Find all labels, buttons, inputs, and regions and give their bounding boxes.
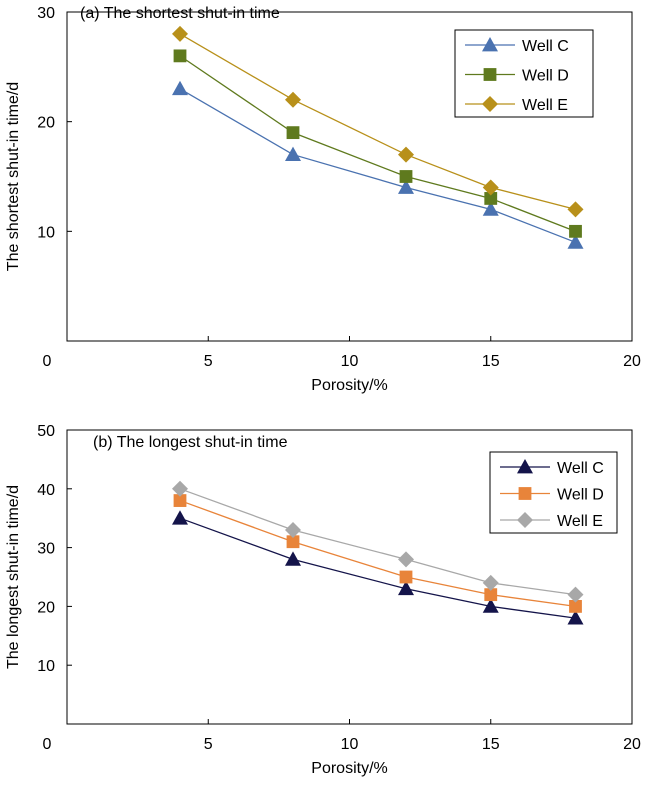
data-point — [398, 179, 414, 194]
legend-label: Well D — [522, 68, 569, 85]
data-point — [567, 610, 584, 625]
data-point — [398, 580, 414, 596]
y-tick-label: 40 — [37, 482, 55, 499]
x-axis-label: Porosity/% — [311, 760, 387, 777]
x-tick-label: 20 — [623, 736, 641, 753]
x-tick-label: 5 — [204, 736, 213, 753]
data-point — [172, 80, 188, 96]
chart-title: (b) The longest shut-in time — [93, 434, 288, 451]
data-point — [286, 126, 300, 140]
legend-marker — [517, 512, 533, 528]
data-point — [484, 192, 498, 205]
series-well-d — [173, 49, 582, 238]
data-point — [398, 551, 414, 568]
series-well-d — [173, 494, 582, 613]
data-point — [567, 234, 584, 249]
y-tick-label: 10 — [37, 658, 55, 675]
y-tick-label: 30 — [37, 541, 55, 558]
series-well-c — [172, 510, 584, 625]
y-tick-label: 20 — [37, 115, 55, 132]
data-point — [172, 25, 188, 42]
legend-marker — [482, 37, 498, 52]
data-point — [172, 510, 188, 525]
y-axis-label: The longest shut-in time/d — [5, 485, 22, 669]
data-point — [399, 170, 413, 183]
data-point — [173, 494, 187, 507]
x-tick-label: 20 — [623, 353, 641, 370]
data-point — [567, 586, 584, 603]
x-tick-label: 5 — [204, 353, 213, 370]
x-tick-label: 0 — [43, 736, 52, 753]
data-point — [482, 179, 499, 196]
legend-label: Well E — [522, 97, 568, 114]
data-point — [285, 521, 301, 538]
x-axis-label: Porosity/% — [311, 377, 387, 394]
y-axis-label: The shortest shut-in time/d — [5, 82, 22, 271]
data-point — [569, 224, 582, 238]
x-tick-label: 10 — [341, 736, 359, 753]
data-point — [482, 598, 499, 613]
y-tick-label: 30 — [37, 5, 55, 22]
legend-marker — [482, 96, 498, 112]
x-tick-label: 15 — [482, 353, 500, 370]
legend-box — [454, 29, 594, 118]
x-tick-label: 0 — [43, 353, 52, 370]
y-tick-label: 20 — [37, 599, 55, 616]
data-point — [286, 535, 300, 549]
data-point — [398, 146, 414, 163]
series-well-c — [172, 80, 584, 249]
data-point — [569, 600, 582, 613]
data-point — [285, 551, 301, 566]
series-well-e — [172, 480, 584, 603]
legend-label: Well E — [557, 513, 603, 530]
data-point — [482, 574, 499, 591]
legend-marker — [483, 68, 497, 81]
legend-marker — [517, 459, 533, 474]
data-point — [285, 91, 301, 108]
x-tick-label: 15 — [482, 736, 500, 753]
legend-label: Well C — [557, 460, 604, 477]
legend-label: Well D — [557, 487, 604, 504]
data-point — [173, 49, 187, 63]
y-tick-label: 10 — [37, 224, 55, 241]
x-tick-label: 10 — [341, 353, 359, 370]
data-point — [567, 201, 584, 218]
data-point — [399, 570, 413, 584]
chart-title: (a) The shortest shut-in time — [80, 5, 280, 22]
data-point — [172, 480, 188, 497]
data-point — [482, 201, 499, 216]
legend-marker — [518, 487, 532, 500]
data-point — [285, 146, 301, 161]
y-tick-label: 50 — [37, 423, 55, 440]
series-well-e — [172, 25, 584, 218]
legend-label: Well C — [522, 38, 569, 55]
data-point — [484, 588, 498, 602]
